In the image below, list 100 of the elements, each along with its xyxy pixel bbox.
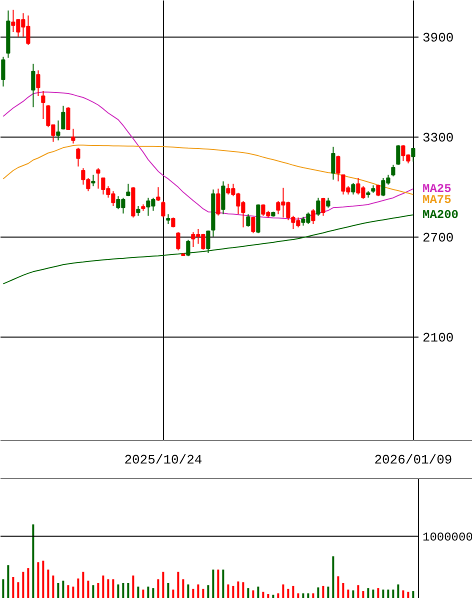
bar: [377, 588, 380, 598]
candlestick: [71, 128, 76, 144]
bar: [17, 582, 20, 598]
bar: [12, 577, 14, 598]
candlestick: [1, 56, 6, 87]
bar: [182, 579, 184, 598]
candlestick: [316, 197, 320, 216]
candlestick: [61, 105, 66, 130]
x-tick-label: 2025/10/24: [124, 452, 202, 468]
bar: [302, 593, 304, 598]
bar: [102, 576, 104, 598]
bar: [267, 594, 270, 598]
bar: [152, 588, 154, 598]
bar: [402, 590, 404, 598]
bar: [312, 593, 314, 598]
candlestick: [336, 155, 340, 182]
bar: [202, 588, 204, 598]
bar: [242, 582, 244, 598]
bar: [197, 584, 200, 598]
bar: [322, 586, 324, 598]
bar: [367, 588, 370, 598]
bar: [187, 584, 190, 598]
bar: [92, 585, 94, 598]
bar: [27, 568, 30, 598]
bar: [392, 590, 394, 598]
candlestick: [351, 182, 356, 195]
candlestick: [66, 106, 70, 130]
bar: [137, 586, 140, 598]
bar: [382, 590, 384, 598]
bar: [307, 593, 310, 598]
bar: [132, 576, 134, 598]
bar: [157, 579, 160, 598]
bar: [67, 585, 70, 598]
bar: [262, 592, 264, 598]
bar: [147, 586, 150, 598]
bar: [107, 579, 110, 598]
bar: [407, 592, 410, 598]
bar: [387, 590, 390, 598]
candlestick: [176, 232, 180, 251]
bar: [207, 585, 210, 598]
bar: [352, 590, 354, 598]
bar: [287, 588, 290, 598]
candlestick: [41, 90, 46, 120]
candlestick: [216, 188, 220, 216]
candlestick: [326, 197, 330, 208]
bar: [282, 584, 284, 598]
y-tick-label: 2100: [422, 330, 454, 346]
bar: [372, 590, 374, 598]
bar: [37, 562, 40, 598]
bar: [47, 570, 50, 598]
bar: [2, 579, 4, 598]
bar: [397, 584, 400, 598]
candlestick: [56, 120, 60, 141]
bar: [32, 524, 34, 598]
bar: [42, 560, 44, 598]
candlestick: [321, 197, 326, 216]
text: 1000000: [422, 530, 472, 544]
candlestick: [246, 214, 250, 228]
bar: [332, 556, 334, 598]
bar: [167, 582, 170, 598]
bar: [337, 576, 340, 598]
candlestick: [166, 214, 170, 224]
line-series: [2, 214, 414, 284]
candlestick: [96, 168, 100, 190]
bar: [227, 584, 230, 598]
bar: [112, 579, 114, 598]
bar: [247, 588, 250, 598]
bar: [82, 572, 84, 598]
bar: [237, 581, 240, 598]
series-label: MA200: [422, 208, 459, 222]
bar: [57, 582, 60, 598]
candlestick: [36, 70, 40, 96]
bar: [327, 586, 330, 598]
candlestick: [206, 230, 210, 254]
bar: [142, 590, 144, 598]
bar: [72, 586, 74, 598]
candlestick: [126, 183, 130, 197]
bar: [212, 570, 214, 598]
bar: [347, 590, 350, 598]
y-tick-label: 3300: [422, 130, 454, 146]
bar: [192, 588, 194, 598]
candlestick: [311, 208, 316, 224]
bar: [162, 572, 164, 598]
bar: [412, 591, 414, 598]
candlestick: [376, 184, 380, 197]
bar: [22, 572, 24, 598]
candlestick: [391, 164, 396, 177]
candlestick: [31, 63, 36, 108]
bar: [122, 582, 124, 598]
x-tick-label: 2026/01/09: [374, 452, 452, 468]
bar: [277, 593, 280, 598]
bar: [77, 578, 80, 598]
bar: [292, 586, 294, 598]
candlestick: [411, 147, 416, 162]
candlestick: [221, 180, 226, 215]
bar: [272, 594, 274, 598]
bar: [87, 580, 90, 598]
candlestick: [396, 144, 400, 166]
candlestick: [136, 206, 140, 216]
bar: [297, 593, 300, 598]
